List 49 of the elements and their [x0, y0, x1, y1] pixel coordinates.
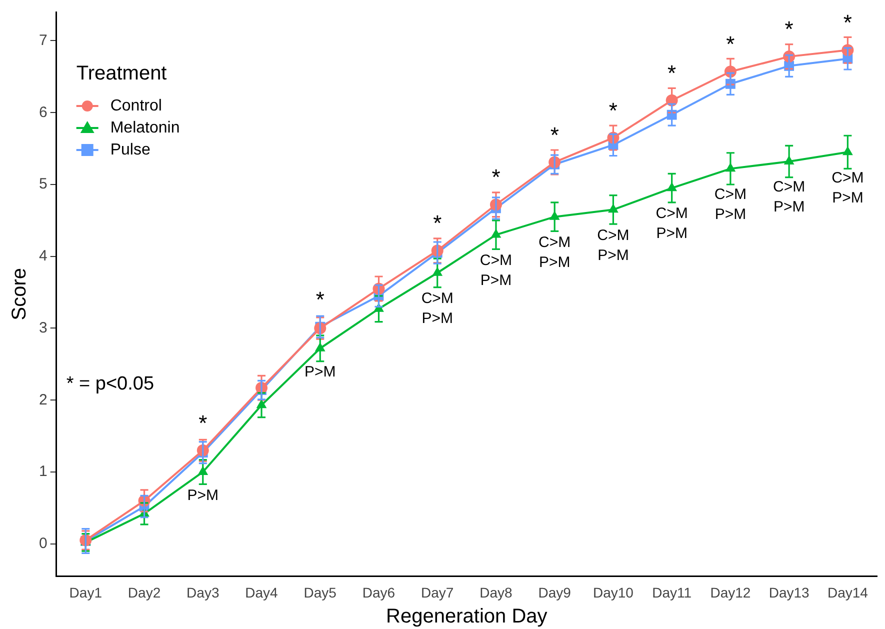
annotation: * [433, 210, 442, 236]
annotation: * [550, 122, 560, 148]
y-tick-label: 7 [39, 32, 48, 49]
x-tick-label: Day9 [538, 584, 572, 600]
x-tick-label: Day3 [186, 584, 220, 600]
annotation: C>M P>M [714, 186, 746, 223]
x-tick-label: Day12 [710, 584, 751, 600]
annotation: C>M P>M [538, 234, 571, 271]
y-tick-label: 3 [39, 319, 48, 336]
annotation: * = p<0.05 [66, 373, 154, 394]
annotation: C>M P>M [597, 226, 630, 264]
x-tick-label: Day13 [768, 584, 810, 600]
y-tick-label: 4 [39, 248, 48, 265]
y-axis-title: Score [8, 268, 31, 320]
annotation: * [316, 286, 325, 312]
annotation: P>M [304, 364, 336, 381]
annotation: C>M P>M [480, 252, 512, 289]
x-tick-label: Day11 [652, 584, 692, 600]
annotation: C>M P>M [656, 205, 688, 242]
y-tick-label: 2 [39, 391, 48, 408]
legend-label: Pulse [110, 141, 150, 158]
x-tick-label: Day5 [304, 584, 337, 600]
x-tick-label: Day6 [362, 584, 396, 600]
y-tick-label: 5 [39, 176, 48, 193]
legend-label: Control [110, 97, 162, 114]
x-tick-label: Day8 [480, 584, 513, 600]
y-tick-label: 0 [39, 535, 48, 552]
annotation: * [843, 10, 852, 36]
y-tick-label: 1 [39, 463, 48, 480]
x-tick-label: Day7 [421, 584, 454, 600]
x-axis-title: Regeneration Day [386, 606, 548, 628]
x-tick-label: Day4 [245, 584, 278, 600]
annotation: C>M P>M [832, 169, 864, 206]
x-tick-label: Day14 [827, 584, 868, 600]
y-tick-label: 6 [39, 104, 48, 121]
legend-label: Melatonin [110, 119, 180, 136]
annotation: * [784, 16, 794, 42]
annotation: * [492, 164, 501, 190]
annotation: * [198, 410, 208, 436]
x-tick-label: Day2 [128, 584, 161, 600]
annotation: * [668, 60, 677, 86]
x-tick-label: Day10 [592, 584, 634, 600]
legend-title: Treatment [76, 62, 168, 85]
annotation: * [726, 32, 736, 57]
annotation: * [608, 98, 618, 123]
annotation: C>M P>M [421, 290, 454, 328]
x-tick-label: Day1 [69, 584, 102, 600]
annotation: P>M [187, 487, 219, 504]
annotation: C>M P>M [773, 178, 806, 216]
